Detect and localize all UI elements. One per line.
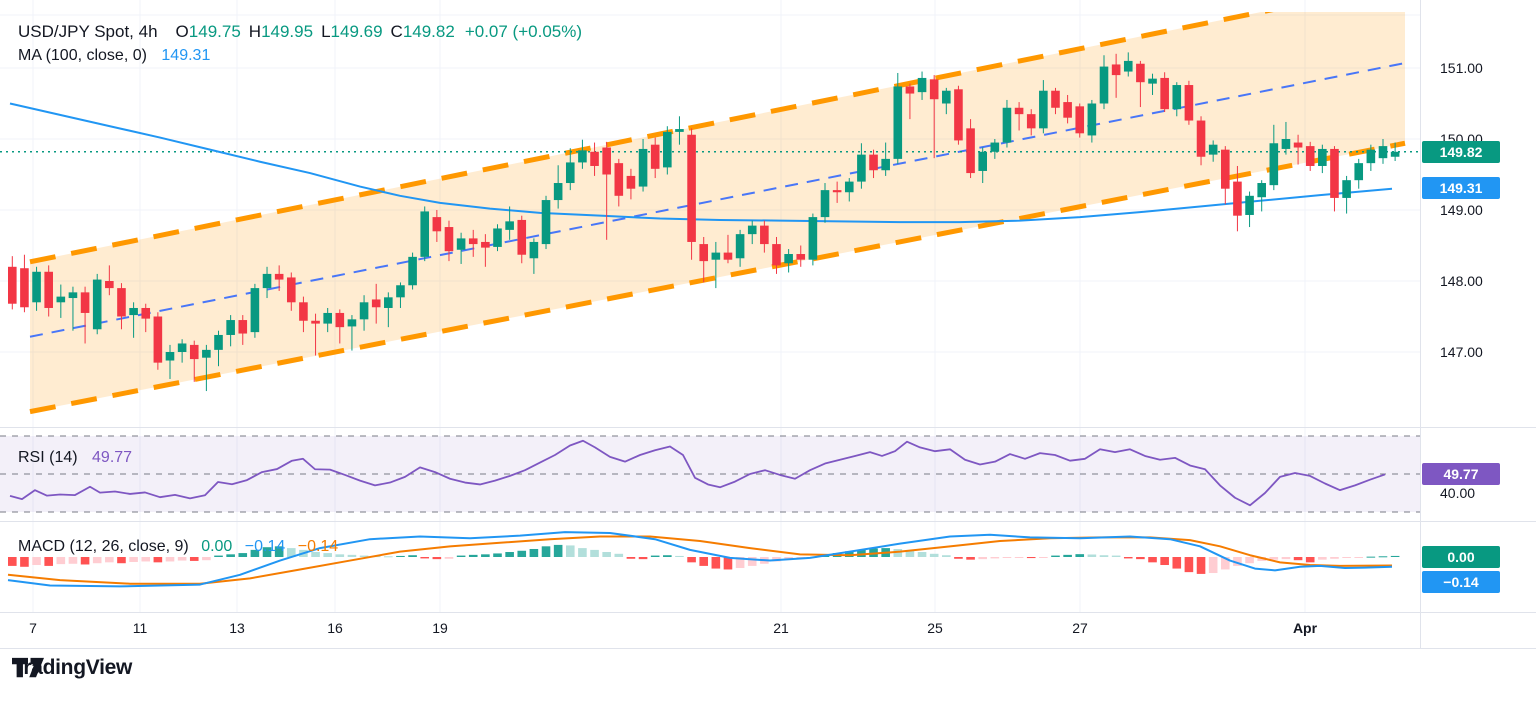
time-axis-label: 16 [327, 620, 343, 636]
time-axis-label: 7 [29, 620, 37, 636]
macd-legend: MACD (12, 26, close, 9) 0.00 −0.14 −0.14 [18, 538, 338, 556]
open-value: 149.75 [188, 22, 241, 41]
ma-value: 149.31 [161, 47, 211, 64]
time-axis-label: 21 [773, 620, 789, 636]
rsi-value: 49.77 [92, 449, 133, 466]
price-badge: 149.82 [1422, 141, 1500, 163]
macd-line [7, 531, 1393, 588]
ma-label[interactable]: MA (100, close, 0) [18, 47, 147, 64]
macd-signal-line [7, 535, 1393, 585]
time-axis-label: 11 [132, 620, 148, 636]
open-label: O [175, 22, 189, 41]
close-label: C [390, 22, 403, 41]
change-value: +0.07 (+0.05%) [464, 22, 583, 41]
ma-legend: MA (100, close, 0) 149.31 [18, 47, 210, 65]
price-axis-label: 40.00 [1440, 485, 1476, 501]
gridlines [0, 0, 1420, 612]
rsi-legend: RSI (14) 49.77 [18, 449, 132, 467]
price-badge: 149.31 [1422, 177, 1500, 199]
price-badge: 0.00 [1422, 546, 1500, 568]
time-axis-label: Apr [1292, 620, 1318, 636]
high-label: H [248, 22, 262, 41]
macd-signal-value: −0.14 [297, 538, 339, 555]
price-axis-label: 148.00 [1440, 273, 1483, 289]
price-badge: 49.77 [1422, 463, 1500, 485]
low-value: 149.69 [330, 22, 383, 41]
price-axis-label: 151.00 [1440, 60, 1483, 76]
rsi-label[interactable]: RSI (14) [18, 449, 78, 466]
price-badge: −0.14 [1422, 571, 1500, 593]
macd-line-value: −0.14 [244, 538, 286, 555]
macd-label[interactable]: MACD (12, 26, close, 9) [18, 538, 189, 555]
candlesticks [8, 52, 1400, 392]
high-value: 149.95 [261, 22, 314, 41]
time-axis-label: 19 [432, 620, 448, 636]
tradingview-logo-icon [12, 657, 44, 678]
rsi-line [9, 439, 1386, 507]
tradingview-logo[interactable]: TradingView [12, 656, 132, 680]
time-axis-label: 25 [927, 620, 943, 636]
ma-100-line [9, 102, 1393, 224]
time-axis-label: 27 [1072, 620, 1088, 636]
low-label: L [321, 22, 331, 41]
main-legend: USD/JPY Spot, 4h O149.75 H149.95 L149.69 C14… [18, 22, 582, 42]
price-axis-label: 147.00 [1440, 344, 1483, 360]
macd-hist-value: 0.00 [201, 538, 233, 555]
time-axis-label: 13 [229, 620, 245, 636]
close-value: 149.82 [402, 22, 455, 41]
symbol-title[interactable]: USD/JPY Spot, 4h [18, 22, 158, 41]
price-axis-label: 149.00 [1440, 202, 1483, 218]
